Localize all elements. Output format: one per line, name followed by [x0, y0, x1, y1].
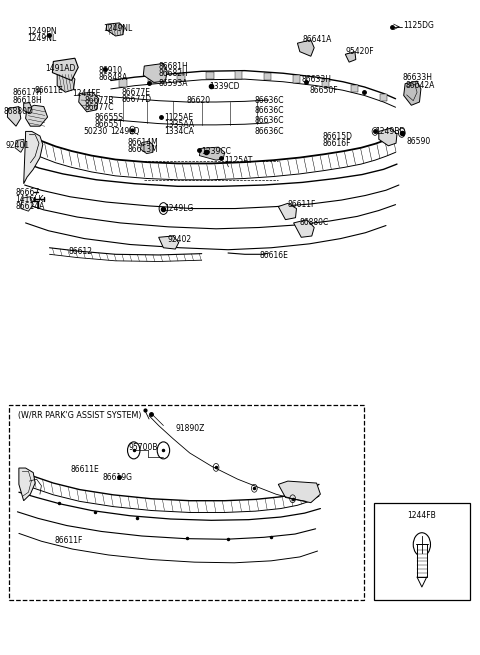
Bar — [9, 405, 364, 600]
Text: 86613M: 86613M — [128, 145, 158, 154]
Text: 86636C: 86636C — [254, 127, 284, 136]
Text: (W/RR PARK'G ASSIST SYSTEM): (W/RR PARK'G ASSIST SYSTEM) — [18, 411, 142, 419]
Polygon shape — [199, 147, 225, 160]
Text: 1125DG: 1125DG — [403, 21, 433, 30]
Text: 86880C: 86880C — [300, 217, 329, 227]
Text: 86655T: 86655T — [94, 120, 123, 129]
Polygon shape — [294, 219, 314, 237]
Text: 86848A: 86848A — [99, 73, 128, 83]
Text: 86611E: 86611E — [34, 86, 63, 96]
Polygon shape — [278, 203, 297, 219]
Polygon shape — [206, 72, 214, 79]
Polygon shape — [19, 468, 35, 500]
Polygon shape — [106, 23, 124, 36]
Text: 86655S: 86655S — [94, 113, 123, 122]
Text: 1249NL: 1249NL — [104, 24, 133, 33]
Text: 86633H: 86633H — [403, 73, 433, 83]
Text: 1335AA: 1335AA — [164, 120, 194, 129]
Polygon shape — [141, 141, 154, 154]
Text: 86677D: 86677D — [121, 95, 151, 104]
Text: 86650F: 86650F — [310, 86, 338, 95]
Text: 95700B: 95700B — [129, 443, 158, 452]
Polygon shape — [345, 52, 356, 62]
Text: 86611F: 86611F — [54, 536, 83, 545]
Text: 86633H: 86633H — [301, 75, 331, 84]
Text: 1249LQ: 1249LQ — [110, 127, 139, 136]
Text: 86616E: 86616E — [259, 251, 288, 260]
Polygon shape — [144, 64, 167, 83]
Text: 86677C: 86677C — [84, 103, 114, 113]
Text: 92402: 92402 — [167, 235, 192, 244]
Polygon shape — [57, 73, 75, 92]
Text: 86642A: 86642A — [405, 81, 434, 90]
Text: 86677B: 86677B — [84, 96, 114, 105]
Text: 86611F: 86611F — [288, 200, 316, 209]
Polygon shape — [24, 103, 32, 113]
Text: 91890Z: 91890Z — [175, 424, 205, 433]
Polygon shape — [235, 71, 242, 79]
Text: 1244FB: 1244FB — [408, 511, 436, 520]
Text: 86636C: 86636C — [254, 106, 284, 115]
Text: 1249NL: 1249NL — [27, 34, 56, 43]
Text: 1339CC: 1339CC — [201, 147, 230, 155]
Text: 1249LG: 1249LG — [164, 204, 194, 213]
Bar — [417, 544, 427, 577]
Text: 86910: 86910 — [99, 66, 123, 75]
Polygon shape — [119, 79, 127, 86]
Text: 1125AT: 1125AT — [224, 156, 252, 164]
Text: 86614A: 86614A — [15, 202, 45, 211]
Text: 86682H: 86682H — [158, 69, 188, 78]
Polygon shape — [52, 58, 78, 81]
Polygon shape — [25, 105, 48, 126]
Polygon shape — [404, 81, 421, 105]
Polygon shape — [380, 94, 387, 102]
Polygon shape — [379, 128, 397, 146]
Polygon shape — [351, 85, 359, 92]
Text: 86620: 86620 — [186, 96, 211, 105]
Text: 86667: 86667 — [15, 188, 39, 196]
Text: 1339CD: 1339CD — [209, 83, 240, 92]
Bar — [374, 503, 470, 600]
Polygon shape — [24, 132, 43, 183]
Text: 86619G: 86619G — [102, 473, 132, 481]
Text: 86616F: 86616F — [323, 140, 351, 148]
Polygon shape — [21, 196, 33, 211]
Text: 86880D: 86880D — [3, 107, 33, 116]
Polygon shape — [278, 481, 321, 502]
Text: 86677E: 86677E — [121, 88, 150, 97]
Polygon shape — [177, 74, 184, 81]
Text: 86617H: 86617H — [12, 88, 43, 98]
Text: 86618H: 86618H — [12, 96, 42, 105]
Text: 86636C: 86636C — [254, 96, 284, 105]
Text: 86636C: 86636C — [254, 116, 284, 125]
Text: 86641A: 86641A — [302, 35, 332, 45]
Text: 1491AD: 1491AD — [45, 64, 75, 73]
Text: 1125AE: 1125AE — [164, 113, 193, 122]
Text: 50230: 50230 — [83, 127, 107, 136]
Polygon shape — [298, 40, 314, 56]
Polygon shape — [148, 76, 156, 83]
Text: 1249BD: 1249BD — [375, 127, 406, 136]
Text: 86590: 86590 — [406, 138, 431, 146]
Text: 86611E: 86611E — [70, 465, 99, 474]
Polygon shape — [79, 92, 99, 112]
Text: 86593A: 86593A — [158, 79, 188, 88]
Polygon shape — [158, 236, 179, 249]
Polygon shape — [322, 79, 329, 86]
Polygon shape — [264, 73, 272, 80]
Text: 86681H: 86681H — [158, 62, 188, 71]
Text: 1244FE: 1244FE — [72, 89, 101, 98]
Text: 86612: 86612 — [69, 246, 93, 255]
Polygon shape — [293, 75, 300, 83]
Text: 1249PN: 1249PN — [27, 27, 57, 36]
Text: 86615D: 86615D — [323, 132, 352, 141]
Text: 1416LK: 1416LK — [15, 195, 44, 204]
Text: 92401: 92401 — [5, 141, 30, 149]
Text: 95420F: 95420F — [345, 47, 374, 56]
Polygon shape — [7, 107, 21, 126]
Text: 86614M: 86614M — [128, 138, 158, 147]
Polygon shape — [15, 140, 24, 153]
Text: 1334CA: 1334CA — [164, 127, 194, 136]
